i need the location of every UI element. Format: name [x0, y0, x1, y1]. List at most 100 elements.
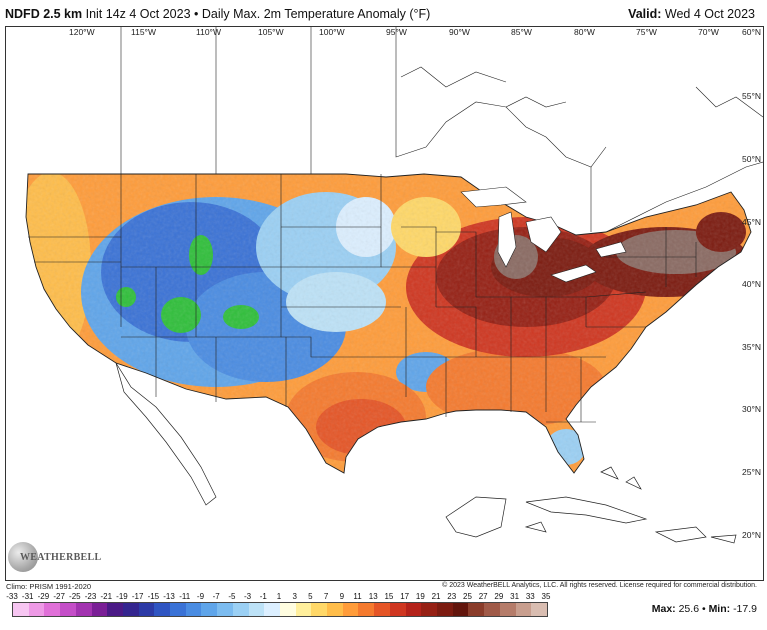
yucatan-peninsula: [445, 496, 507, 538]
lon-label: 80°W: [574, 27, 595, 37]
colorbar-tick-label: 19: [415, 592, 425, 601]
canada-boundaries: [120, 27, 763, 233]
colorbar-tick-label: -23: [84, 592, 97, 601]
climo-source: Climo: PRISM 1991-2020: [6, 582, 92, 591]
colorbar-tick-label: -15: [147, 592, 160, 601]
colorbar-tick-label: 35: [541, 592, 551, 601]
colorbar-cell: [389, 603, 406, 616]
colorbar-cell: [217, 603, 233, 616]
colorbar-cell: [138, 603, 155, 616]
map-title: NDFD 2.5 km Init 14z 4 Oct 2023 • Daily …: [5, 7, 430, 21]
lon-label: 90°W: [449, 27, 470, 37]
lat-label: 55°N: [742, 91, 761, 101]
colorbar-cell: [342, 603, 359, 616]
colorbar-tick-label: 21: [431, 592, 441, 601]
colorbar-tick-label: 5: [308, 592, 313, 601]
valid-time: Valid: Wed 4 Oct 2023: [628, 7, 755, 21]
colorbar-tick-label: -13: [163, 592, 175, 601]
baja-peninsula: [115, 362, 217, 506]
colorbar-tick-label: -31: [21, 592, 34, 601]
colorbar-cell: [484, 603, 500, 616]
colorbar-tick-label: -25: [69, 592, 81, 601]
colorbar-cell: [421, 603, 437, 616]
colorbar-cell: [279, 603, 296, 616]
lon-label: 95°W: [386, 27, 407, 37]
colorbar-tick-label: 11: [353, 592, 362, 601]
lon-label: 105°W: [258, 27, 284, 37]
init-time: Init 14z 4 Oct 2023: [85, 7, 191, 21]
colorbar-tick-label: 29: [494, 592, 504, 601]
colorbar-tick-label: -19: [116, 592, 128, 601]
logo-text: WEATHERBELL: [20, 552, 102, 563]
colorbar-tick-label: -17: [131, 592, 144, 601]
field-name: Daily Max. 2m Temperature Anomaly (°F): [201, 7, 431, 21]
colorbar-cell: [405, 603, 422, 616]
colorbar-cell: [311, 603, 328, 616]
colorbar-tick-label: -21: [100, 592, 113, 601]
colorbar-cell: [107, 603, 123, 616]
colorbar-cell: [374, 603, 390, 616]
caribbean-islands: [524, 466, 737, 544]
colorbar-cell: [75, 603, 92, 616]
colorbar-cell: [201, 603, 218, 616]
max-label: Max:: [651, 603, 676, 615]
lon-label: 100°W: [319, 27, 345, 37]
colorbar-tick-label: 15: [384, 592, 394, 601]
colorbar-tick-label: -7: [212, 592, 220, 601]
valid-label: Valid:: [628, 7, 662, 21]
stats-separator: •: [701, 603, 706, 615]
colorbar-tick-label: 23: [447, 592, 457, 601]
min-label: Min:: [708, 603, 731, 615]
colorbar-cell: [531, 603, 547, 616]
colorbar-tick-label: -3: [244, 592, 252, 601]
colorbar-cell: [60, 603, 76, 616]
colorbar-cell: [44, 603, 61, 616]
temperature-anomaly-map: [6, 27, 763, 557]
colorbar-cell: [185, 603, 202, 616]
lat-label: 35°N: [742, 342, 761, 352]
colorbar-cell: [170, 603, 186, 616]
colorbar-cell: [515, 603, 532, 616]
lat-label: 25°N: [742, 467, 761, 477]
model-name: NDFD 2.5 km: [5, 7, 83, 21]
colorbar-tick-label: 27: [478, 592, 488, 601]
colorbar-tick-label: 31: [510, 592, 520, 601]
colorbar-tick-label: -1: [259, 592, 267, 601]
colorbar-tick-label: 3: [292, 592, 297, 601]
colorbar-cell: [358, 603, 375, 616]
colorbar-cell: [91, 603, 108, 616]
colorbar-cell: [154, 603, 171, 616]
colorbar-cell: [327, 603, 343, 616]
lat-label: 50°N: [742, 154, 761, 164]
great-lakes: [460, 186, 627, 283]
lon-label: 110°W: [196, 27, 221, 37]
colorbar-cell: [28, 603, 45, 616]
colorbar-cell: [264, 603, 280, 616]
min-value: -17.9: [733, 603, 757, 615]
colorbar-tick-label: -5: [228, 592, 236, 601]
weatherbell-logo: WEATHERBELL: [8, 542, 101, 574]
colorbar-labels: -33 -31 -29 -27 -25 -23 -21 -19 -17 -15 -13 -11 -9 -7…: [6, 592, 550, 602]
title-bar: NDFD 2.5 km Init 14z 4 Oct 2023 • Daily …: [0, 0, 767, 26]
colorbar-tick-label: -11: [179, 592, 191, 601]
colorbar-cell: [122, 603, 139, 616]
colorbar-tick-label: -27: [53, 592, 65, 601]
colorbar-cell: [436, 603, 453, 616]
lat-label: 60°N: [742, 27, 761, 37]
map-panel: 120°W 115°W 110°W 105°W 100°W 95°W 90°W …: [5, 26, 764, 581]
colorbar-cell: [468, 603, 485, 616]
colorbar-cell: [452, 603, 469, 616]
max-min-readout: Max: 25.6 • Min: -17.9: [652, 603, 757, 615]
colorbar-tick-label: 7: [323, 592, 329, 601]
valid-date: Wed 4 Oct 2023: [664, 7, 755, 21]
colorbar-tick-label: 25: [463, 592, 472, 601]
canada-land: [6, 27, 763, 235]
lon-label: 120°W: [69, 27, 95, 37]
colorbar-tick-label: 33: [525, 592, 535, 601]
copyright-notice: © 2023 WeatherBELL Analytics, LLC. All r…: [442, 582, 757, 589]
us-coastline: [25, 173, 752, 474]
max-value: 25.6: [678, 603, 700, 615]
colorbar-tick-label: -33: [6, 592, 18, 601]
colorbar-cell: [499, 603, 516, 616]
globe-icon: [8, 542, 38, 572]
